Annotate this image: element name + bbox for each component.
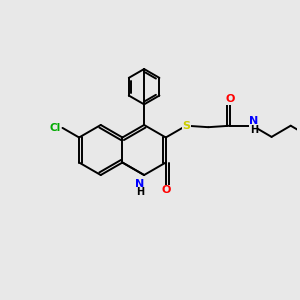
Text: S: S <box>182 121 190 131</box>
Text: O: O <box>161 185 170 196</box>
Text: H: H <box>250 124 258 134</box>
Text: N: N <box>249 116 259 126</box>
Text: O: O <box>226 94 235 104</box>
Text: N: N <box>135 179 144 189</box>
Text: Cl: Cl <box>50 123 61 133</box>
Text: H: H <box>136 187 144 197</box>
